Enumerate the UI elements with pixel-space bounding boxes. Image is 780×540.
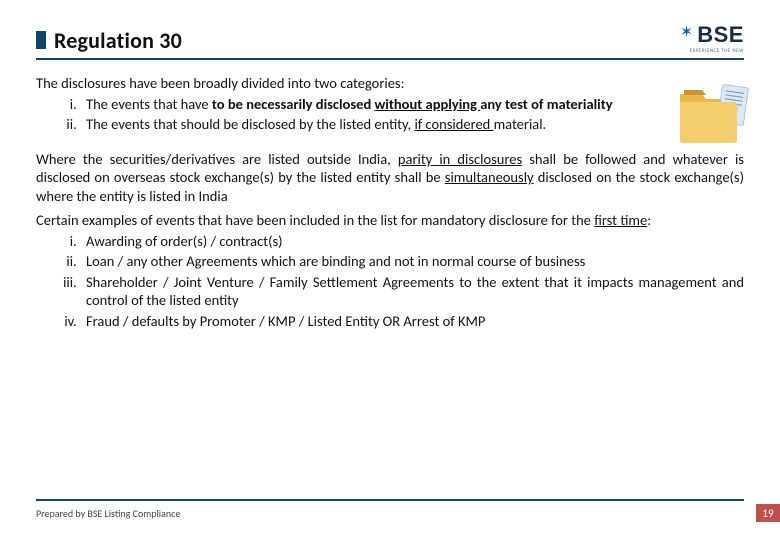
footer: Prepared by BSE Listing Compliance bbox=[36, 499, 780, 520]
underline-text: parity in disclosures bbox=[398, 150, 522, 168]
category-item: The events that have to be necessarily d… bbox=[80, 95, 634, 114]
text-segment: The events that have bbox=[86, 95, 212, 113]
logo-tagline: EXPERIENCE THE NEW bbox=[690, 48, 744, 54]
categories-list: The events that have to be necessarily d… bbox=[36, 95, 634, 134]
header: Regulation 30 ✶ BSE EXPERIENCE THE NEW bbox=[36, 24, 744, 54]
footer-text: Prepared by BSE Listing Compliance bbox=[36, 507, 780, 520]
list-item: Awarding of order(s) / contract(s) bbox=[80, 232, 744, 251]
title-block: Regulation 30 bbox=[36, 27, 182, 54]
list-item: Shareholder / Joint Venture / Family Set… bbox=[80, 273, 744, 310]
list-item: Loan / any other Agreements which are bi… bbox=[80, 252, 744, 271]
slide: Regulation 30 ✶ BSE EXPERIENCE THE NEW T… bbox=[0, 0, 780, 540]
bold-text: to be necessarily disclosed bbox=[212, 95, 375, 113]
text-segment: Certain examples of events that have bee… bbox=[36, 211, 594, 229]
text-segment: : bbox=[647, 211, 651, 229]
category-item: The events that should be disclosed by t… bbox=[80, 115, 634, 134]
page-number-badge: 19 bbox=[756, 504, 780, 522]
bse-logo: ✶ BSE EXPERIENCE THE NEW bbox=[680, 24, 744, 54]
underline-text: first time bbox=[594, 211, 647, 229]
content: The disclosures have been broadly divide… bbox=[36, 74, 744, 331]
list-item: Fraud / defaults by Promoter / KMP / Lis… bbox=[80, 312, 744, 331]
text-segment: any test of materiality bbox=[480, 95, 612, 113]
intro-text: The disclosures have been broadly divide… bbox=[36, 74, 634, 93]
accent-square bbox=[36, 31, 46, 49]
parity-paragraph: Where the securities/derivatives are lis… bbox=[36, 150, 744, 206]
logo-text: BSE bbox=[697, 24, 744, 46]
star-icon: ✶ bbox=[680, 25, 693, 41]
underline-text: if considered bbox=[414, 115, 493, 133]
underline-text: simultaneously bbox=[445, 168, 534, 186]
examples-list: Awarding of order(s) / contract(s) Loan … bbox=[36, 232, 744, 331]
text-segment: The events that should be disclosed by t… bbox=[86, 115, 414, 133]
header-rule bbox=[36, 58, 744, 60]
examples-intro: Certain examples of events that have bee… bbox=[36, 211, 744, 230]
categories-block: The disclosures have been broadly divide… bbox=[36, 74, 744, 134]
footer-rule bbox=[36, 499, 744, 501]
logo-main: ✶ BSE bbox=[680, 24, 744, 46]
page-title: Regulation 30 bbox=[54, 27, 182, 54]
text-segment: material. bbox=[494, 115, 547, 133]
underline-text: without applying bbox=[375, 95, 481, 113]
text-segment: Where the securities/derivatives are lis… bbox=[36, 150, 398, 168]
